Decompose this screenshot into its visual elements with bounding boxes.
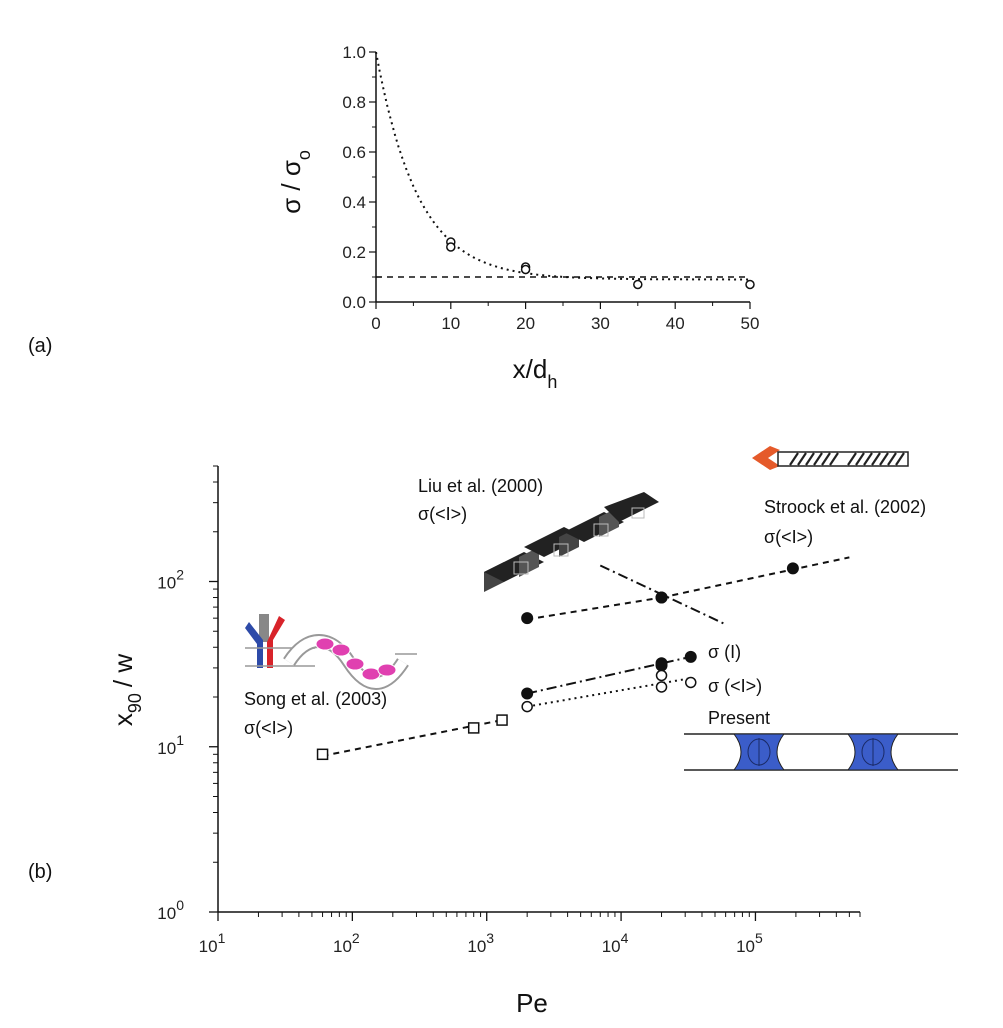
panel-b-ytick-label: 100 bbox=[157, 897, 184, 923]
label-liu: Liu et al. (2000) bbox=[418, 476, 543, 496]
panel-b-xtick-label: 103 bbox=[467, 930, 494, 956]
panel-a-xtick-label: 20 bbox=[516, 314, 535, 333]
panel-a-ytick-label: 1.0 bbox=[342, 43, 366, 62]
panel-b-xtick-label: 105 bbox=[736, 930, 763, 956]
label-present: Present bbox=[708, 708, 770, 728]
panel-b-points bbox=[316, 562, 799, 761]
panel-a-xtick-label: 40 bbox=[666, 314, 685, 333]
panel-b-fit-line bbox=[322, 719, 503, 757]
panel-a-axes bbox=[375, 52, 750, 303]
panel-a-ticks: 0 10 20 30 40 50 0.0 0.2 0.4 0.6 0.8 1.0 bbox=[342, 43, 759, 333]
panel-b-data-point bbox=[655, 659, 668, 672]
panel-a-xtick-label: 0 bbox=[371, 314, 380, 333]
panel-a-curves bbox=[375, 51, 750, 281]
label-song-sub: σ(<I>) bbox=[244, 718, 293, 738]
panel-b-xtick-label: 104 bbox=[602, 930, 629, 956]
panel-a-data-point bbox=[446, 242, 456, 252]
panel-a-xtick-label: 10 bbox=[441, 314, 460, 333]
panel-b-data-point bbox=[496, 714, 508, 726]
panel-b-ytick-label: 101 bbox=[157, 732, 184, 758]
label-liu-sub: σ(<I>) bbox=[418, 504, 467, 524]
panel-b-data-point bbox=[521, 612, 534, 625]
song-droplet-schematic bbox=[245, 614, 417, 690]
panel-a-ytick-label: 0.8 bbox=[342, 93, 366, 112]
panel-b: 101 102 103 104 105 100 101 102 (b) Pe x90/ w L… bbox=[28, 446, 958, 1018]
label-stroock: Stroock et al. (2002) bbox=[764, 497, 926, 517]
panel-b-data-point bbox=[521, 700, 533, 713]
panel-b-xtick-label: 102 bbox=[333, 930, 360, 956]
present-channel-schematic bbox=[684, 733, 958, 771]
panel-b-ytick-label: 102 bbox=[157, 567, 184, 593]
panel-b-fit-line bbox=[526, 677, 691, 708]
stroock-herringbone-schematic bbox=[752, 446, 909, 470]
panel-a-xtick-label: 30 bbox=[591, 314, 610, 333]
panel-b-data-point bbox=[786, 562, 799, 575]
panel-b-data-point bbox=[655, 669, 668, 682]
panel-b-data-point bbox=[467, 722, 480, 734]
panel-a-xlabel: x/dh bbox=[513, 354, 558, 392]
panel-a-data-point bbox=[633, 279, 643, 290]
panel-a-xtick-label: 50 bbox=[741, 314, 760, 333]
panel-b-data-point bbox=[655, 681, 668, 693]
panel-a-data-point bbox=[745, 279, 755, 290]
panel-b-fit-lines bbox=[322, 556, 850, 757]
panel-b-fit-line bbox=[526, 655, 691, 695]
panel-b-data-point bbox=[685, 676, 697, 689]
panel-b-data-point bbox=[684, 650, 697, 663]
panel-a-points bbox=[446, 237, 755, 290]
label-song: Song et al. (2003) bbox=[244, 689, 387, 709]
panel-a: 0 10 20 30 40 50 0.0 0.2 0.4 0.6 0.8 1.0 (a) x/dh σ… bbox=[28, 43, 759, 392]
panel-a-ytick-label: 0.2 bbox=[342, 243, 366, 262]
liu-serpentine-schematic bbox=[484, 492, 659, 592]
panel-b-ylabel: x90/ w bbox=[108, 654, 145, 726]
panel-a-label: (a) bbox=[28, 335, 52, 357]
panel-a-ytick-label: 0.0 bbox=[342, 293, 366, 312]
panel-a-ytick-label: 0.4 bbox=[342, 193, 366, 212]
label-stroock-sub: σ(<I>) bbox=[764, 527, 813, 547]
panel-b-fit-line bbox=[527, 596, 662, 621]
panel-a-ylabel: σ / σo bbox=[276, 150, 314, 214]
panel-b-label: (b) bbox=[28, 861, 52, 883]
panel-b-axes bbox=[217, 466, 860, 913]
legend-sigma-meanI: σ (<I>) bbox=[708, 676, 762, 696]
panel-b-data-point bbox=[316, 748, 329, 761]
panel-b-ticks: 101 102 103 104 105 100 101 102 bbox=[157, 465, 861, 956]
panel-b-xlabel: Pe bbox=[516, 988, 548, 1018]
panel-a-ytick-label: 0.6 bbox=[342, 143, 366, 162]
panel-b-fit-line bbox=[661, 556, 850, 599]
panel-b-data-point bbox=[521, 687, 534, 700]
legend-sigma-I: σ (I) bbox=[708, 642, 741, 662]
panel-b-xtick-label: 101 bbox=[199, 930, 226, 956]
panel-a-data-point bbox=[520, 264, 531, 275]
panel-a-fit-curve bbox=[375, 51, 750, 281]
panel-b-data-point bbox=[655, 591, 668, 604]
